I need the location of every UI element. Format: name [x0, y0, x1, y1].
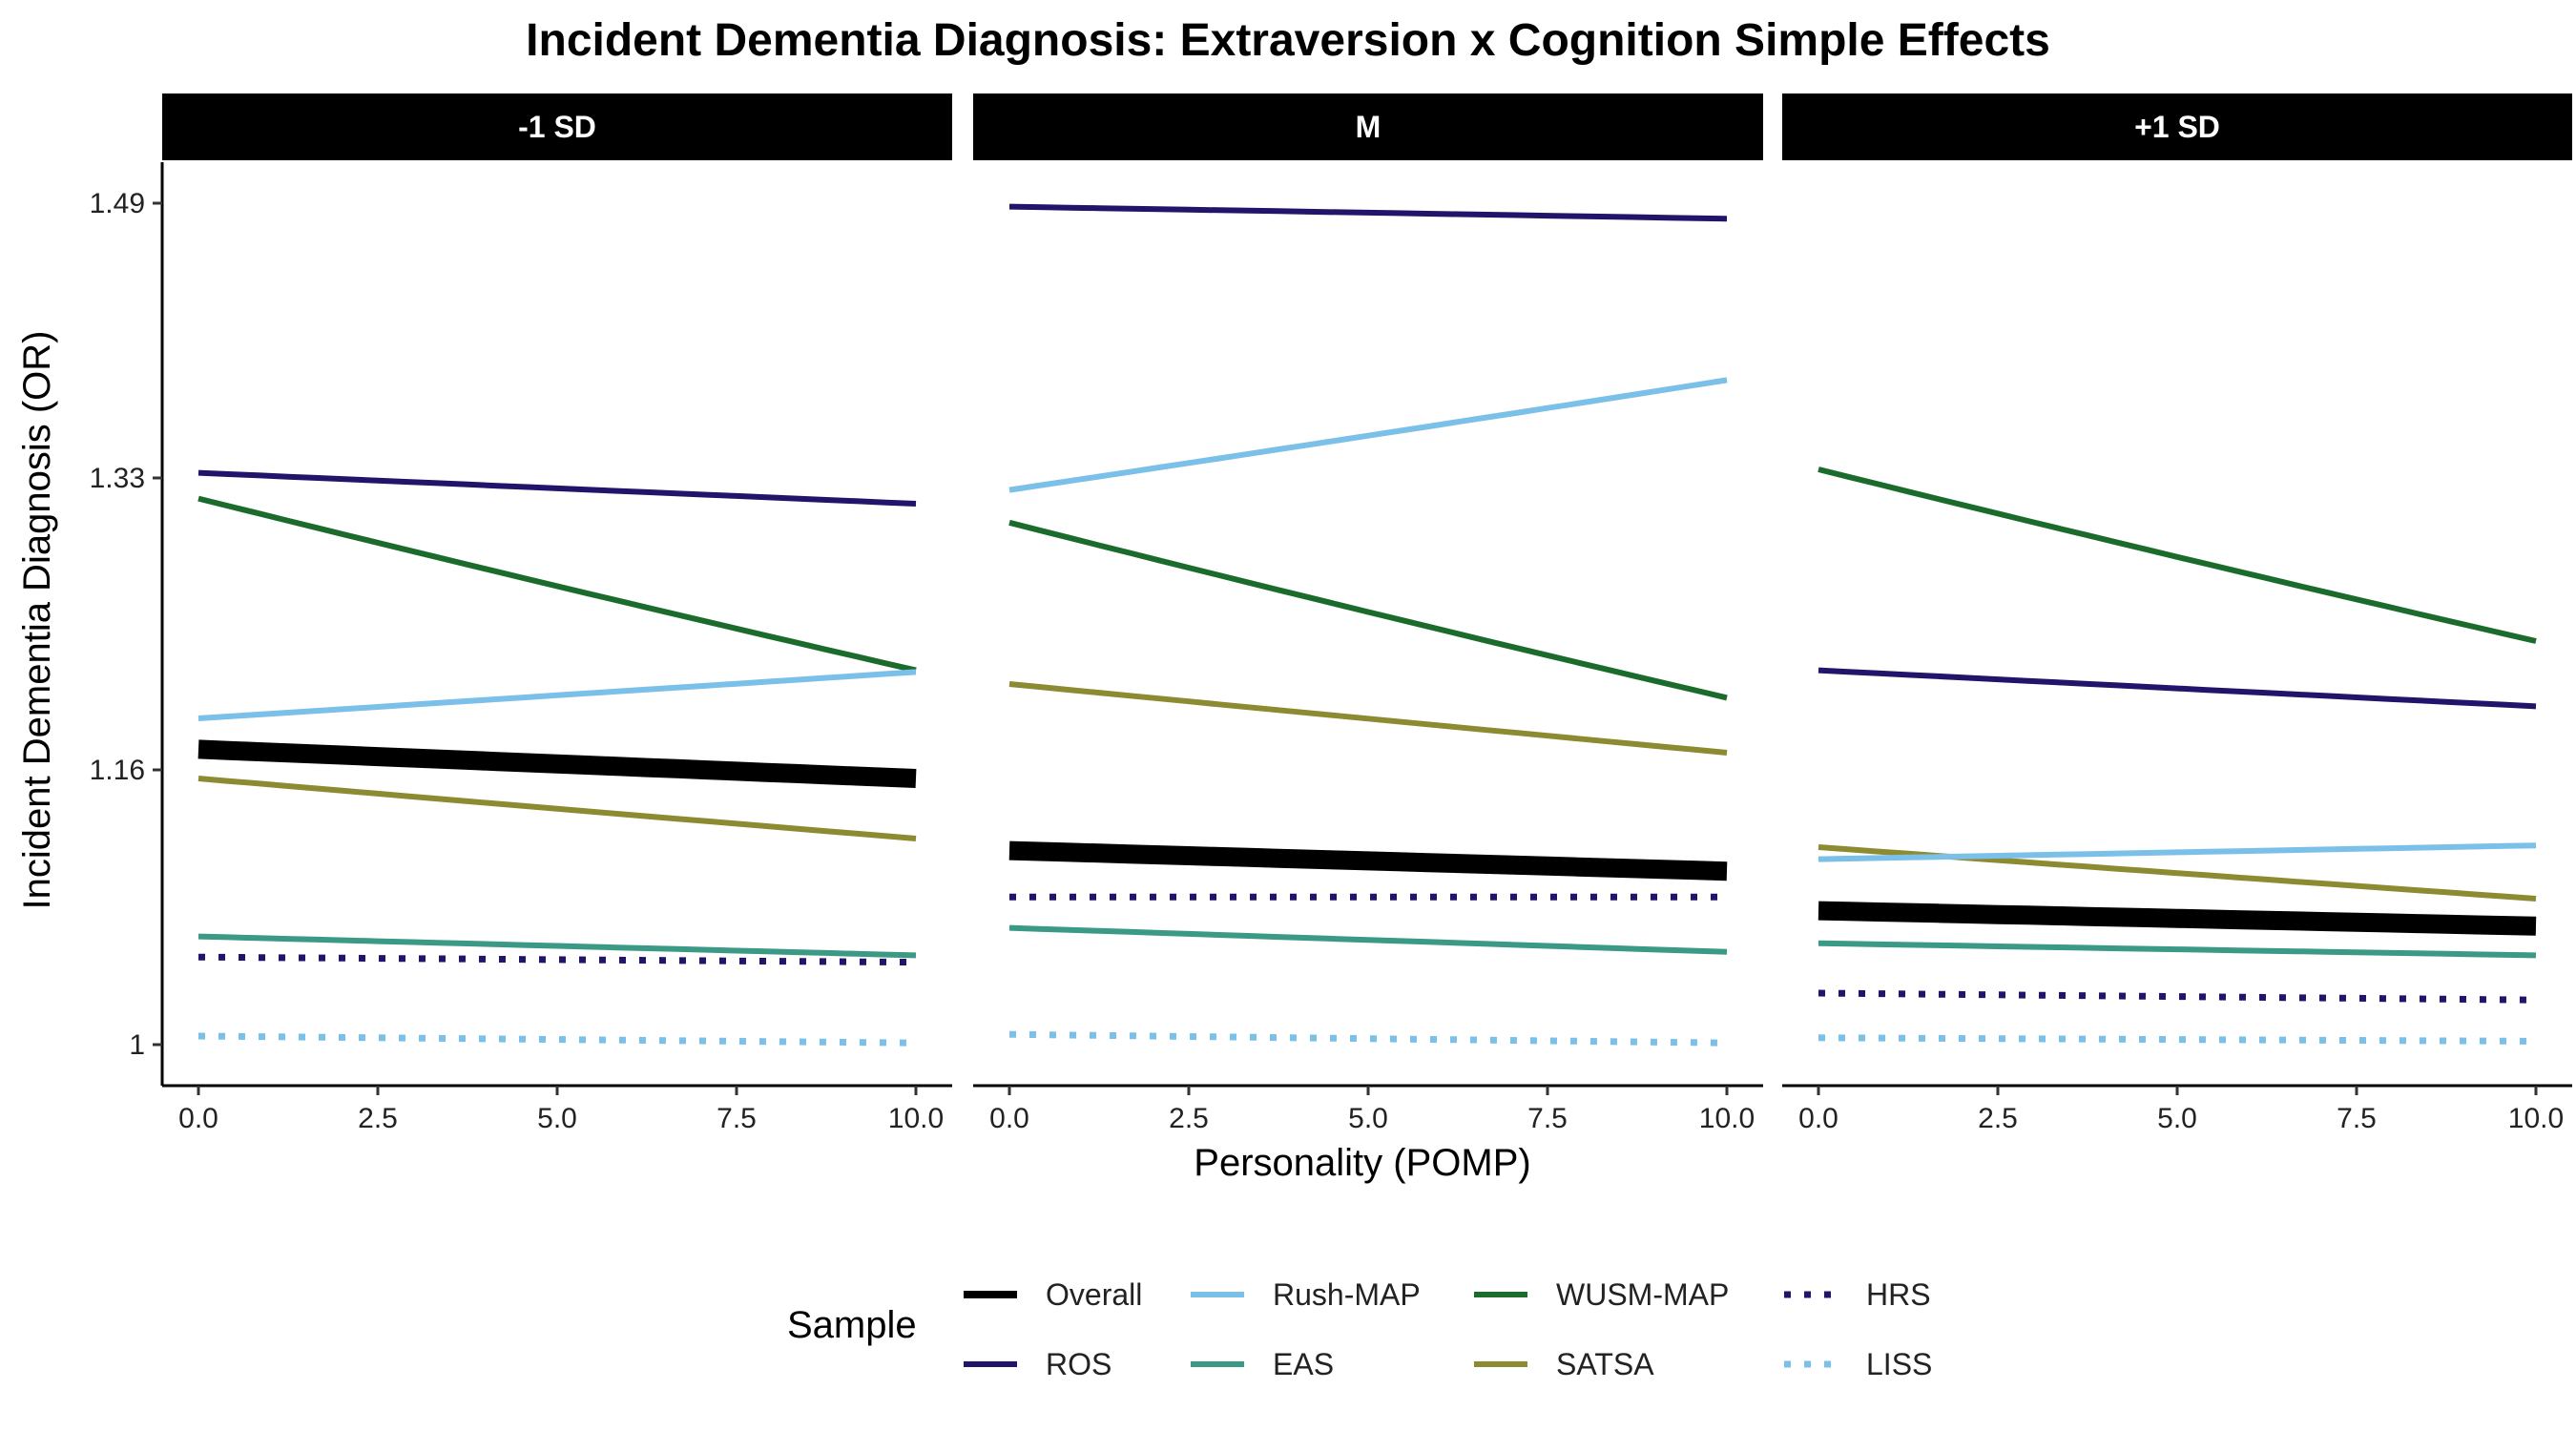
- legend-label: LISS: [1866, 1347, 1932, 1381]
- x-tick-label: 10.0: [1699, 1103, 1755, 1134]
- x-tick-label: 5.0: [537, 1103, 577, 1134]
- panel: +1 SD 0.0 2.5 5.0 7.5 10.0: [1782, 93, 2572, 1134]
- panel-label: M: [1356, 110, 1381, 144]
- panel: -1 SD 0.0 2.5 5.0 7.5 10.0 1 1.16 1.33 1.49: [90, 93, 952, 1134]
- legend-label: ROS: [1046, 1347, 1111, 1381]
- series-line: [197, 776, 917, 841]
- x-tick-label: 7.5: [717, 1103, 757, 1134]
- legend-label: Rush-MAP: [1273, 1277, 1421, 1312]
- x-tick-label: 2.5: [1169, 1103, 1209, 1134]
- x-tick-label: 5.0: [2157, 1103, 2197, 1134]
- x-tick-label: 5.0: [1348, 1103, 1388, 1134]
- x-axis-label: Personality (POMP): [1194, 1142, 1530, 1184]
- legend-label: WUSM-MAP: [1556, 1277, 1729, 1312]
- panels: -1 SD 0.0 2.5 5.0 7.5 10.0 1 1.16 1.33 1.49 M 0.0 2.…: [90, 93, 2572, 1134]
- series-line: [1818, 467, 2537, 644]
- series-line: [1008, 377, 1728, 493]
- series-line: [197, 495, 917, 674]
- series-line: [1008, 924, 1728, 955]
- x-tick-label: 7.5: [2337, 1103, 2377, 1134]
- series-line: [1008, 1030, 1728, 1047]
- series-line: [1818, 940, 2537, 959]
- series-line: [1818, 901, 2537, 936]
- y-tick-label: 1.16: [90, 755, 145, 786]
- x-tick-label: 10.0: [2508, 1103, 2564, 1134]
- panel-strip: [162, 93, 952, 160]
- y-tick-label: 1.49: [90, 188, 145, 219]
- series-line: [1008, 519, 1728, 701]
- series-line: [197, 669, 917, 721]
- legend-label: SATSA: [1556, 1347, 1654, 1381]
- panel-label: -1 SD: [518, 110, 596, 144]
- series-line: [1818, 842, 2537, 862]
- series-line: [1818, 1034, 2537, 1045]
- series-line: [1818, 667, 2537, 710]
- x-tick-label: 0.0: [1798, 1103, 1839, 1134]
- series-line: [197, 953, 917, 966]
- series-line: [197, 469, 917, 507]
- chart-title: Incident Dementia Diagnosis: Extraversio…: [526, 15, 2050, 66]
- series-line: [197, 1032, 917, 1047]
- panel-label: +1 SD: [2134, 110, 2220, 144]
- legend-label: HRS: [1866, 1277, 1931, 1312]
- y-tick-label: 1: [129, 1029, 145, 1061]
- x-tick-label: 0.0: [178, 1103, 218, 1134]
- x-tick-label: 2.5: [1978, 1103, 2018, 1134]
- legend-title: Sample: [787, 1304, 917, 1346]
- panel: M 0.0 2.5 5.0 7.5 10.0: [973, 93, 1763, 1134]
- x-tick-label: 7.5: [1527, 1103, 1568, 1134]
- series-line: [197, 739, 917, 788]
- x-tick-label: 10.0: [888, 1103, 944, 1134]
- panel-strip: [1782, 93, 2572, 160]
- y-tick-label: 1.33: [90, 463, 145, 494]
- legend: Sample Overall ROS Rush-MAP EAS WUSM-MAP SATSA…: [787, 1277, 1932, 1381]
- panel-strip: [973, 93, 1763, 160]
- series-line: [1818, 989, 2537, 1004]
- legend-label: Overall: [1046, 1277, 1142, 1312]
- series-line: [1008, 681, 1728, 756]
- series-line: [1008, 203, 1728, 222]
- series-line: [197, 933, 917, 959]
- x-tick-label: 2.5: [358, 1103, 398, 1134]
- y-axis-label: Incident Dementia Diagnosis (OR): [16, 331, 58, 910]
- legend-label: EAS: [1273, 1347, 1334, 1381]
- x-tick-label: 0.0: [989, 1103, 1029, 1134]
- series-line: [1008, 840, 1728, 881]
